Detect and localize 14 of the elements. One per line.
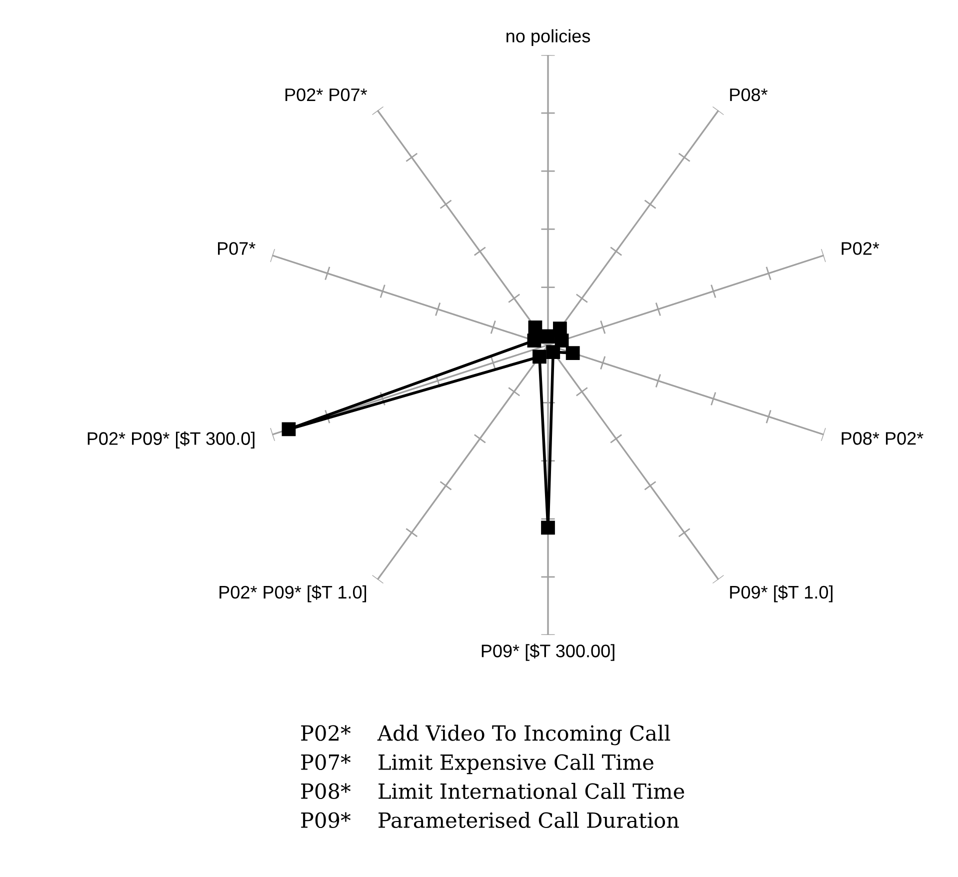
spoke-label: P08* bbox=[730, 88, 768, 102]
text: P02* Add Video To Incoming Call bbox=[301, 724, 670, 746]
spoke-label: P09* [$T 1.0] bbox=[730, 585, 832, 602]
text: P08* Limit International Call Time bbox=[301, 782, 684, 800]
text: P07* Limit Expensive Call Time bbox=[301, 754, 654, 774]
spoke-label: P09* [$T 300.00] bbox=[482, 644, 614, 661]
spoke-label: P02* P07* bbox=[286, 88, 368, 102]
spoke-label: P08* P02* bbox=[842, 432, 924, 445]
spoke-label: P02* P09* [$T 300.0] bbox=[88, 431, 254, 449]
spoke-label: no policies bbox=[506, 29, 590, 46]
spoke-label: P07* bbox=[218, 242, 256, 255]
spoke-label: P02* P09* [$T 1.0] bbox=[220, 585, 366, 602]
text: P09* Parameterised Call Duration bbox=[301, 812, 679, 828]
spoke-label: P02* bbox=[842, 242, 880, 255]
